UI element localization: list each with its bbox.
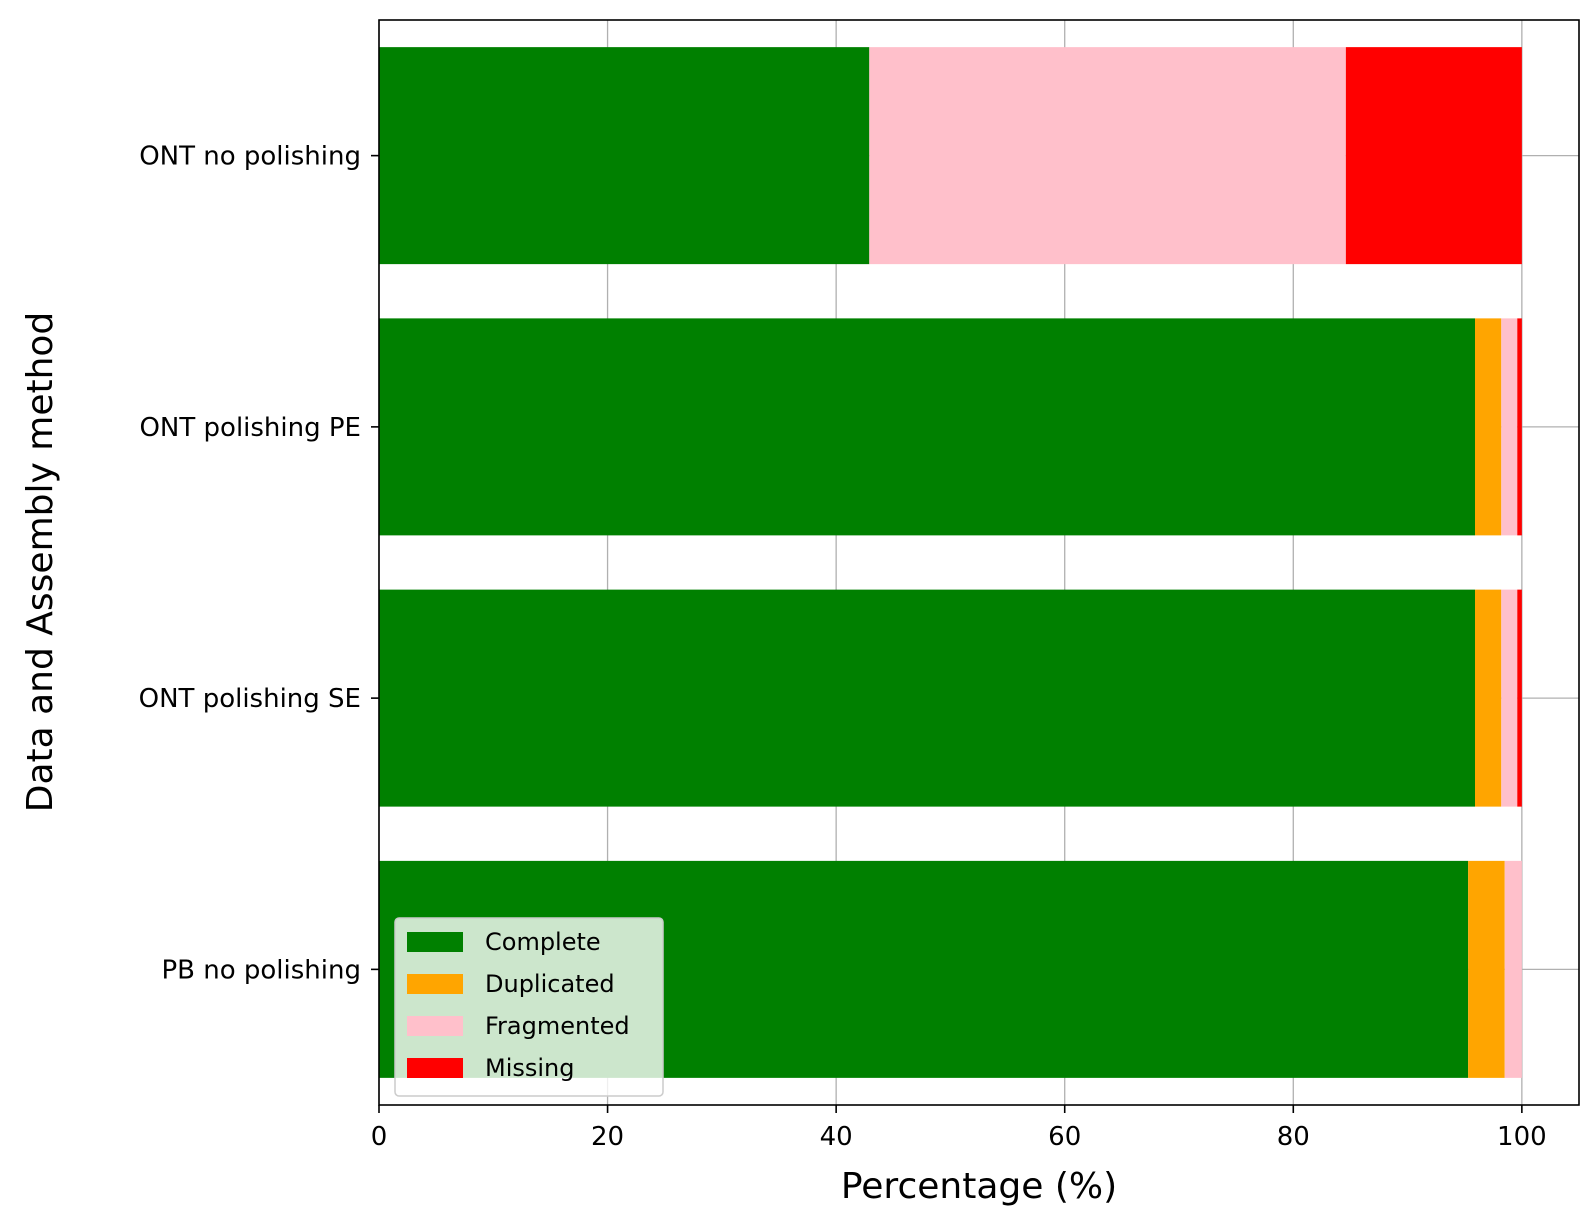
legend: Complete Duplicated Fragmented Missing bbox=[394, 917, 664, 1097]
x-axis-ticks: 0 20 40 60 80 100 bbox=[371, 1105, 1547, 1152]
bar-duplicated-ont-polishing-se bbox=[1475, 589, 1502, 807]
x-tick-label: 100 bbox=[1497, 1122, 1547, 1152]
legend-swatch bbox=[407, 974, 463, 994]
bar-fragmented-ont-polishing-pe bbox=[1501, 318, 1518, 536]
x-tick-label: 20 bbox=[591, 1122, 624, 1152]
bar-missing-ont-polishing-pe bbox=[1517, 318, 1522, 536]
x-tick-label: 0 bbox=[371, 1122, 388, 1152]
x-tick-label: 40 bbox=[820, 1122, 853, 1152]
legend-box bbox=[394, 917, 664, 1097]
bar-fragmented-ont-no-polishing bbox=[869, 47, 1346, 265]
x-axis-title: Percentage (%) bbox=[841, 1166, 1117, 1207]
y-tick-label: PB no polishing bbox=[161, 955, 361, 985]
bar-missing-ont-no-polishing bbox=[1345, 47, 1522, 265]
legend-swatch bbox=[407, 1058, 463, 1078]
y-tick-label: ONT polishing SE bbox=[139, 684, 361, 714]
legend-label: Fragmented bbox=[485, 1012, 630, 1040]
plot-frame bbox=[378, 19, 1580, 1106]
legend-label: Duplicated bbox=[485, 970, 615, 998]
y-tick-label: ONT polishing PE bbox=[139, 413, 361, 443]
bar-fragmented-pb-no-polishing bbox=[1504, 860, 1522, 1078]
bar-complete-ont-polishing-pe bbox=[379, 318, 1475, 536]
bar-duplicated-ont-polishing-pe bbox=[1475, 318, 1502, 536]
y-axis-title: Data and Assembly method bbox=[20, 312, 61, 813]
bar-fragmented-ont-polishing-se bbox=[1501, 589, 1518, 807]
y-tick-label: ONT no polishing bbox=[139, 142, 361, 172]
legend-label: Missing bbox=[485, 1054, 575, 1082]
x-tick-label: 80 bbox=[1277, 1122, 1310, 1152]
legend-swatch bbox=[407, 1016, 463, 1036]
y-axis-ticks: ONT no polishing ONT polishing PE ONT poli… bbox=[139, 142, 379, 985]
bar-duplicated-pb-no-polishing bbox=[1468, 860, 1505, 1078]
bar-complete-ont-no-polishing bbox=[379, 47, 870, 265]
bar-complete-ont-polishing-se bbox=[379, 589, 1475, 807]
legend-swatch bbox=[407, 932, 463, 952]
legend-label: Complete bbox=[485, 928, 601, 956]
x-tick-label: 60 bbox=[1048, 1122, 1081, 1152]
bar-missing-ont-polishing-se bbox=[1517, 589, 1522, 807]
